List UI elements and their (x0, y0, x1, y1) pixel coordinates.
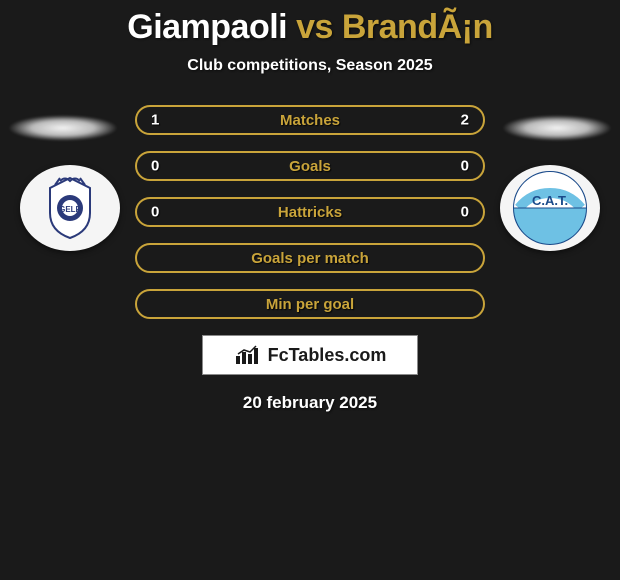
subtitle: Club competitions, Season 2025 (0, 57, 620, 75)
stat-label: Hattricks (278, 204, 342, 221)
svg-text:GELP: GELP (59, 205, 81, 214)
stat-row-min-per-goal: Min per goal (135, 289, 485, 319)
stat-left-value: 1 (151, 112, 159, 129)
stat-label: Min per goal (266, 296, 354, 313)
stat-right-value: 2 (461, 112, 469, 129)
stat-row-matches: 1 Matches 2 (135, 105, 485, 135)
team1-badge: GELP (20, 165, 120, 251)
brand-box[interactable]: FcTables.com (202, 335, 418, 375)
stats-rows: 1 Matches 2 0 Goals 0 0 Hattricks 0 Goal… (135, 105, 485, 319)
date-label: 20 february 2025 (0, 393, 620, 413)
stat-row-goals: 0 Goals 0 (135, 151, 485, 181)
brand-chart-icon (234, 344, 262, 366)
team2-crest-icon: C.A.T. (511, 169, 589, 247)
stat-row-hattricks: 0 Hattricks 0 (135, 197, 485, 227)
stat-right-value: 0 (461, 204, 469, 221)
stat-label: Matches (280, 112, 340, 129)
stat-right-value: 0 (461, 158, 469, 175)
vs-label: vs (296, 8, 333, 46)
comparison-title: Giampaoli vs BrandÃ¡n (0, 0, 620, 47)
stat-label: Goals (289, 158, 331, 175)
brand-text: FcTables.com (268, 345, 387, 366)
team2-badge-circle: C.A.T. (500, 165, 600, 251)
team1-crest-icon: GELP (35, 173, 105, 243)
player1-name: Giampaoli (127, 8, 287, 46)
stat-label: Goals per match (251, 250, 369, 267)
player2-halo (502, 115, 612, 141)
stat-row-goals-per-match: Goals per match (135, 243, 485, 273)
player2-name: BrandÃ¡n (342, 8, 493, 46)
player1-halo (8, 115, 118, 141)
stat-left-value: 0 (151, 204, 159, 221)
content-area: GELP C.A.T. 1 Matches 2 0 Goals (0, 105, 620, 413)
stat-left-value: 0 (151, 158, 159, 175)
team2-crest-text: C.A.T. (532, 193, 568, 208)
team2-badge: C.A.T. (500, 165, 600, 251)
team1-badge-circle: GELP (20, 165, 120, 251)
